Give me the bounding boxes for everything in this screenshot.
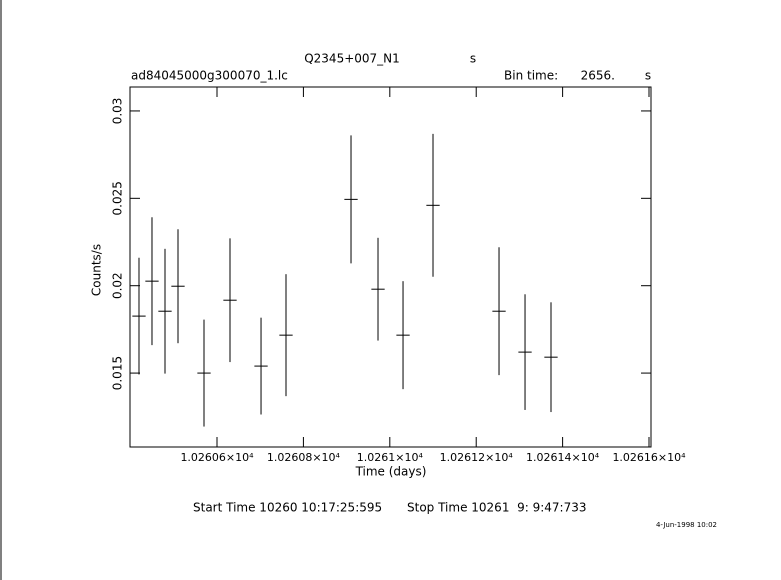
y-tick-label: 0.025 bbox=[111, 181, 125, 215]
x-axis-label: Time (days) bbox=[355, 465, 427, 479]
y-tick-label: 0.03 bbox=[111, 98, 125, 125]
x-tick-label: 1.02608×10⁴ bbox=[267, 451, 341, 464]
x-tick-label: 1.02612×10⁴ bbox=[440, 451, 514, 464]
x-tick-label: 1.02616×10⁴ bbox=[612, 451, 686, 464]
title-unit: s bbox=[470, 52, 476, 66]
bin-time: 2656. bbox=[581, 69, 615, 83]
y-tick-label: 0.015 bbox=[111, 356, 125, 390]
bin-time-caption: Bin time: bbox=[504, 69, 558, 83]
x-tick-label: 1.0261×10⁴ bbox=[357, 451, 424, 464]
file-name: ad84045000g300070_1.lc bbox=[131, 69, 288, 83]
bin-time-unit: s bbox=[645, 69, 651, 83]
x-tick-label: 1.02614×10⁴ bbox=[526, 451, 600, 464]
timestamp: 4-Jun-1998 10:02 bbox=[656, 521, 717, 529]
y-tick-label: 0.02 bbox=[111, 272, 125, 299]
y-axis-label: Counts/s bbox=[90, 244, 104, 296]
x-tick-label: 1.02606×10⁴ bbox=[180, 451, 254, 464]
chart-title: Q2345+007_N1 bbox=[304, 52, 400, 66]
stop-time: Stop Time 10261 9: 9:47:733 bbox=[407, 501, 586, 515]
plot-frame bbox=[129, 86, 652, 448]
start-time: Start Time 10260 10:17:25:595 bbox=[193, 501, 382, 515]
